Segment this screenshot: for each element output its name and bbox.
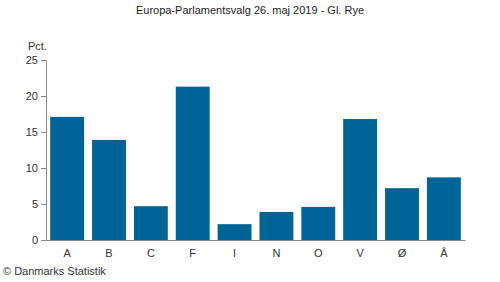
- x-tick-label: V: [356, 247, 364, 259]
- x-tick: O: [314, 240, 323, 259]
- source: © Danmarks Statistik: [3, 265, 106, 277]
- y-tick-label: 15: [26, 126, 38, 138]
- x-tick: A: [63, 240, 71, 259]
- y-tick-label: 10: [26, 162, 38, 174]
- x-tick-label: I: [233, 247, 236, 259]
- x-tick-label: O: [314, 247, 323, 259]
- bar: [50, 117, 84, 240]
- x-tick: Å: [440, 240, 448, 259]
- y-tick-mark: [41, 96, 46, 97]
- y-tick-label: 5: [32, 198, 38, 210]
- chart: 0 5 10 15 20 25 A B C F I N O V Ø Å Europa-Parlamentsval…: [0, 0, 500, 282]
- bar: [176, 87, 210, 240]
- x-tick: C: [147, 240, 155, 259]
- bar: [385, 188, 419, 240]
- y-tick-mark: [41, 60, 46, 61]
- bar: [343, 119, 377, 240]
- y-tick-label: 0: [32, 234, 38, 246]
- y-tick-mark: [41, 240, 46, 241]
- y-axis: 0 5 10 15 20 25: [26, 54, 47, 246]
- y-tick: 5: [32, 198, 46, 210]
- y-tick-mark: [41, 168, 46, 169]
- y-tick: 10: [26, 162, 46, 174]
- x-tick-label: A: [63, 247, 71, 259]
- y-tick-label: 20: [26, 90, 38, 102]
- y-tick: 25: [26, 54, 46, 66]
- bar: [427, 177, 461, 240]
- y-axis-line: [41, 61, 47, 241]
- bar: [259, 212, 293, 240]
- x-axis: ABCFINOVØÅ: [47, 240, 466, 259]
- y-tick-label: 25: [26, 54, 38, 66]
- x-tick-label: N: [272, 247, 280, 259]
- y-tick-mark: [41, 132, 46, 133]
- y-axis-title: Pct.: [28, 40, 47, 52]
- bar: [218, 224, 252, 240]
- plot: 0 5 10 15 20 25 A B C F I N O V Ø Å: [26, 54, 466, 259]
- x-tick: F: [189, 240, 196, 259]
- title: Europa-Parlamentsvalg 26. maj 2019 - Gl.…: [136, 4, 364, 16]
- x-tick-label: B: [105, 247, 112, 259]
- y-tick-mark: [41, 204, 46, 205]
- x-tick-label: Å: [440, 247, 448, 259]
- x-tick-label: Ø: [398, 247, 407, 259]
- x-tick: Ø: [398, 240, 407, 259]
- y-tick: 20: [26, 90, 46, 102]
- x-tick: N: [272, 240, 280, 259]
- y-tick: 15: [26, 126, 46, 138]
- bar: [301, 207, 335, 240]
- y-tick: 0: [32, 234, 46, 246]
- x-tick-label: C: [147, 247, 155, 259]
- x-tick: V: [356, 240, 364, 259]
- bars: [50, 87, 461, 240]
- bar: [134, 206, 168, 240]
- x-axis-line: [47, 240, 466, 241]
- x-tick: I: [233, 240, 236, 259]
- x-tick: B: [105, 240, 112, 259]
- bar: [92, 140, 126, 240]
- x-tick-label: F: [189, 247, 196, 259]
